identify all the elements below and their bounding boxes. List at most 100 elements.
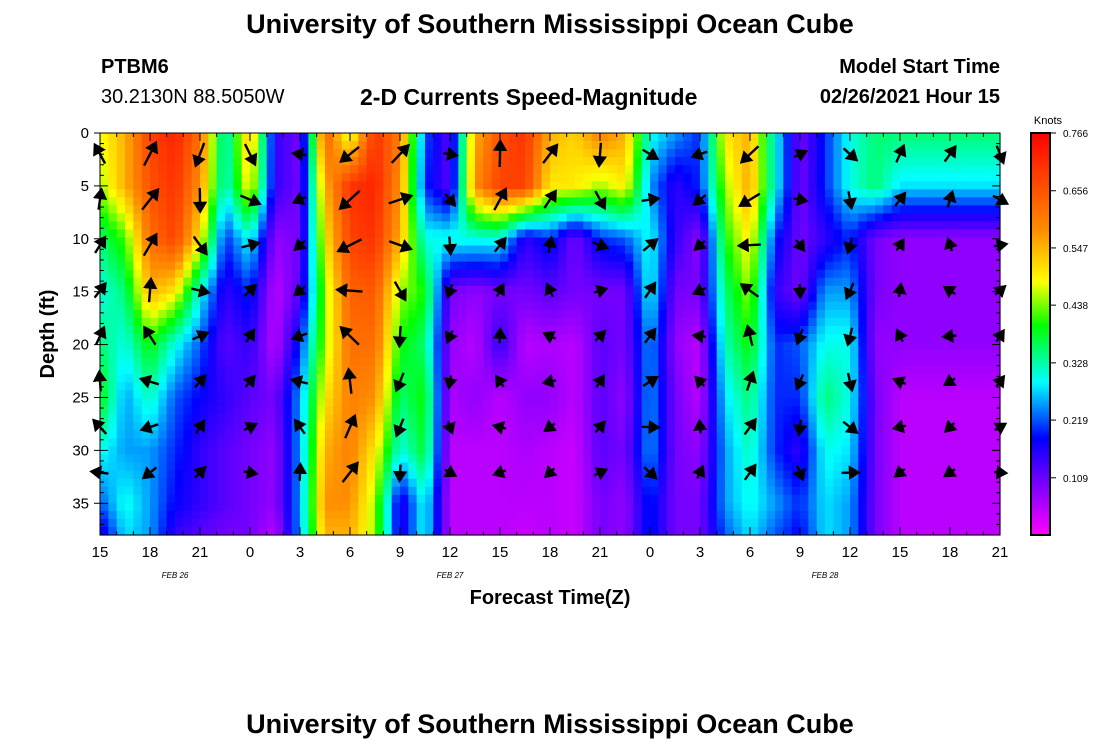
- heatmap-cell: [450, 141, 459, 150]
- heatmap-cell: [116, 157, 126, 166]
- heatmap-cell: [333, 165, 343, 174]
- heatmap-cell: [558, 430, 568, 440]
- heatmap-cell: [625, 478, 634, 488]
- heatmap-cell: [875, 422, 884, 432]
- heatmap-cell: [316, 454, 326, 464]
- heatmap-cell: [875, 173, 884, 182]
- heatmap-cell: [308, 454, 318, 464]
- heatmap-cell: [633, 478, 643, 488]
- heatmap-cell: [350, 398, 359, 407]
- heatmap-cell: [450, 269, 459, 279]
- heatmap-cell: [766, 454, 776, 464]
- heatmap-cell: [558, 494, 568, 504]
- heatmap-cell: [966, 454, 976, 464]
- heatmap-cell: [266, 301, 276, 311]
- heatmap-cell: [716, 269, 726, 279]
- heatmap-cell: [558, 317, 568, 327]
- heatmap-cell: [225, 205, 234, 214]
- heatmap-cell: [616, 189, 626, 198]
- heatmap-cell: [966, 438, 976, 448]
- heatmap-cell: [458, 205, 468, 214]
- heatmap-cell: [825, 293, 834, 303]
- heatmap-cell: [458, 486, 468, 496]
- heatmap-cell: [175, 422, 184, 432]
- heatmap-cell: [416, 181, 426, 190]
- heatmap-cell: [658, 374, 668, 383]
- heatmap-cell: [933, 229, 943, 239]
- heatmap-cell: [366, 133, 376, 142]
- heatmap-cell: [116, 382, 126, 391]
- heatmap-cell: [116, 245, 126, 255]
- heatmap-cell: [116, 221, 126, 231]
- heatmap-cell: [125, 309, 134, 319]
- heatmap-cell: [158, 317, 168, 327]
- heatmap-cell: [441, 350, 451, 359]
- heatmap-cell: [241, 317, 251, 327]
- heatmap-cell: [133, 237, 143, 247]
- heatmap-cell: [525, 285, 534, 295]
- heatmap-cell: [741, 221, 751, 231]
- heatmap-cell: [941, 229, 951, 239]
- heatmap-cell: [466, 462, 476, 472]
- heatmap-cell: [108, 253, 118, 263]
- heatmap-cell: [700, 358, 709, 367]
- heatmap-cell: [816, 221, 826, 231]
- heatmap-cell: [850, 221, 859, 231]
- heatmap-cell: [825, 414, 834, 424]
- heatmap-cell: [291, 502, 301, 512]
- heatmap-cell: [858, 325, 868, 335]
- heatmap-cell: [908, 253, 918, 263]
- heatmap-cell: [691, 229, 701, 239]
- heatmap-cell: [833, 478, 843, 488]
- heatmap-cell: [908, 301, 918, 311]
- heatmap-cell: [691, 478, 701, 488]
- heatmap-cell: [241, 342, 251, 351]
- heatmap-cell: [533, 149, 543, 158]
- heatmap-cell: [525, 149, 534, 158]
- heatmap-cell: [775, 149, 784, 158]
- heatmap-cell: [925, 454, 934, 464]
- heatmap-cell: [750, 334, 759, 343]
- heatmap-cell: [325, 422, 334, 432]
- heatmap-cell: [775, 133, 784, 142]
- heatmap-cell: [441, 430, 451, 440]
- heatmap-cell: [333, 462, 343, 472]
- heatmap-cell: [225, 382, 234, 391]
- heatmap-cell: [383, 245, 393, 255]
- heatmap-cell: [725, 350, 734, 359]
- heatmap-cell: [558, 422, 568, 432]
- heatmap-cell: [183, 494, 193, 504]
- heatmap-cell: [500, 205, 509, 214]
- heatmap-cell: [533, 269, 543, 279]
- heatmap-cell: [775, 374, 784, 383]
- heatmap-cell: [375, 350, 384, 359]
- heatmap-cell: [208, 301, 218, 311]
- heatmap-cell: [633, 237, 643, 247]
- heatmap-cell: [391, 205, 401, 214]
- heatmap-cell: [666, 398, 676, 407]
- heatmap-cell: [491, 229, 501, 239]
- heatmap-cell: [366, 317, 376, 327]
- heatmap-cell: [366, 149, 376, 158]
- heatmap-cell: [833, 165, 843, 174]
- heatmap-cell: [166, 470, 176, 480]
- heatmap-cell: [608, 382, 618, 391]
- heatmap-cell: [425, 173, 434, 182]
- heatmap-cell: [850, 293, 859, 303]
- heatmap-cell: [525, 301, 534, 311]
- heatmap-cell: [483, 197, 493, 206]
- heatmap-cell: [658, 269, 668, 279]
- heatmap-cell: [466, 406, 476, 415]
- heatmap-cell: [575, 342, 584, 351]
- heatmap-cell: [825, 309, 834, 319]
- heatmap-cell: [841, 181, 851, 190]
- heatmap-cell: [933, 157, 943, 166]
- heatmap-cell: [525, 374, 534, 383]
- heatmap-cell: [283, 157, 293, 166]
- heatmap-cell: [650, 366, 659, 375]
- heatmap-cell: [275, 181, 284, 190]
- heatmap-cell: [975, 269, 984, 279]
- heatmap-cell: [183, 398, 193, 407]
- heatmap-cell: [216, 189, 226, 198]
- heatmap-cell: [250, 414, 259, 424]
